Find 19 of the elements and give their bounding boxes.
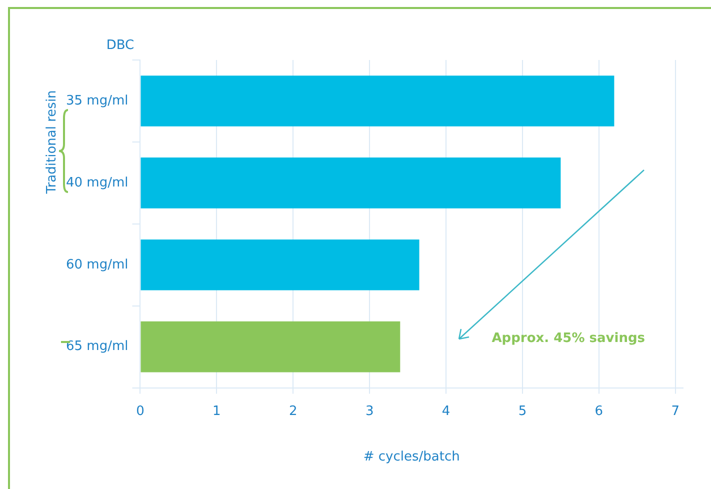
x-tick-label: 2 (288, 404, 298, 419)
y-tick-label: 35 mg/ml (66, 93, 128, 108)
x-tick-label: 0 (136, 404, 144, 419)
x-tick-label: 7 (671, 404, 680, 419)
annotation: Approx. 45% savings (492, 331, 646, 346)
y-axis-title: DBC (106, 38, 134, 53)
x-axis-title: # cycles/batch (363, 450, 460, 465)
x-tick-label: 1 (212, 404, 221, 419)
x-tick-label: 4 (442, 404, 450, 419)
x-tick-label: 6 (594, 404, 604, 419)
y-tick-label: 40 mg/ml (66, 175, 128, 190)
x-tick-label: 5 (518, 404, 527, 419)
y-tick-label: 60 mg/ml (66, 257, 128, 272)
bar (140, 321, 400, 372)
bar (140, 239, 420, 290)
text: Traditional resin (44, 90, 60, 195)
bar (140, 76, 614, 126)
x-tick-label: 3 (365, 404, 374, 419)
bar (140, 158, 561, 208)
